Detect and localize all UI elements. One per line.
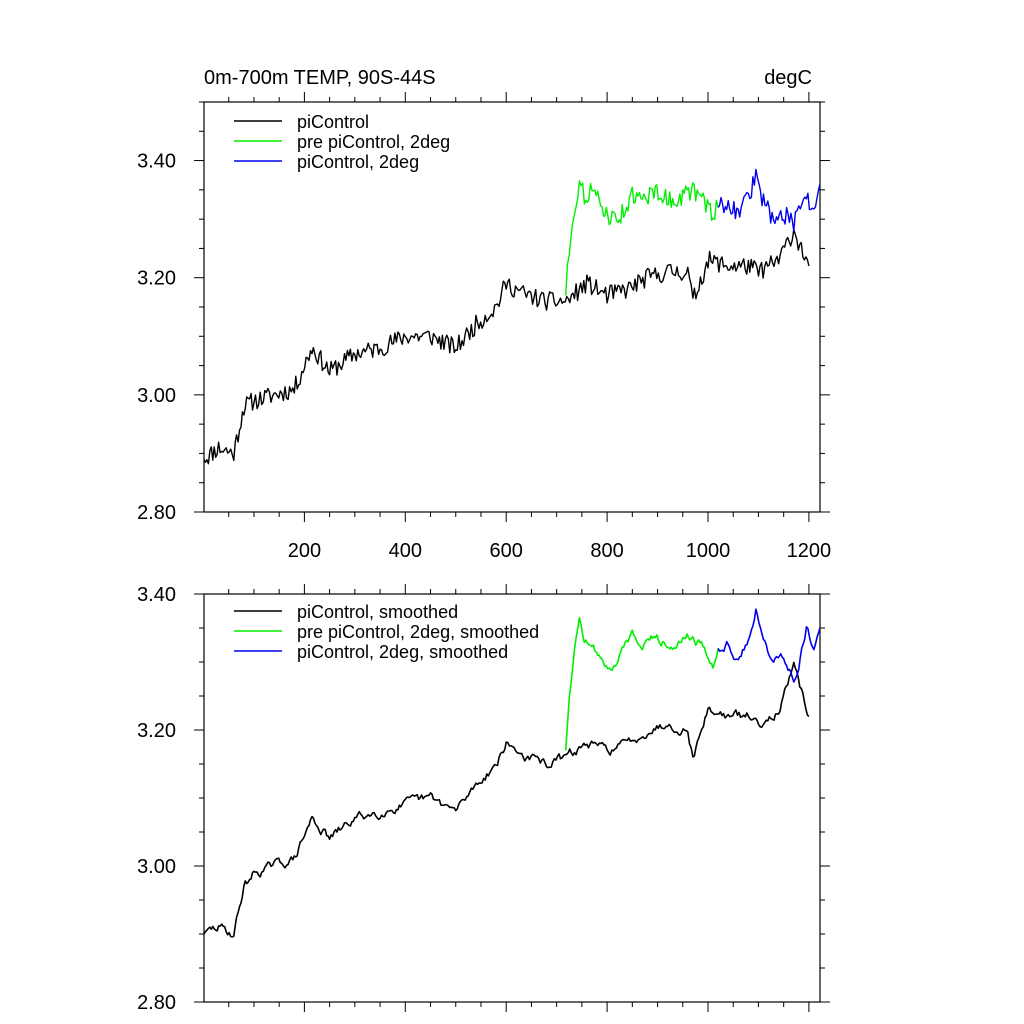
x-tick-label: 400 <box>389 540 422 562</box>
y-tick-label: 3.40 <box>137 584 176 606</box>
y-tick-label: 3.00 <box>137 385 176 407</box>
x-tick-label: 1000 <box>686 540 731 562</box>
series-line-picontrol-smoothed <box>204 661 810 938</box>
legend-label: piControl, 2deg <box>297 152 419 172</box>
y-tick-label: 3.20 <box>137 268 176 290</box>
y-tick-label: 2.80 <box>137 992 176 1014</box>
legend-label: piControl <box>297 112 369 132</box>
legend-label: piControl, 2deg, smoothed <box>297 642 508 662</box>
series-line-pre-picontrol-2deg-smoothed <box>564 616 719 751</box>
y-tick-label: 3.40 <box>137 151 176 173</box>
series-line-picontrol-2deg-smoothed <box>717 608 820 683</box>
legend-label: piControl, smoothed <box>297 602 458 622</box>
x-tick-label: 600 <box>490 540 523 562</box>
chart-title: 0m-700m TEMP, 90S-44S <box>204 67 436 89</box>
y-tick-label: 3.00 <box>137 856 176 878</box>
legend-label: pre piControl, 2deg <box>297 132 450 152</box>
top-panel: 200 400 600 800 1000 1200 2.80 3.00 3.20 3.40 0m-7… <box>137 67 831 562</box>
x-tick-label: 200 <box>288 540 321 562</box>
y-tick-label: 2.80 <box>137 502 176 524</box>
series-line-pre-picontrol-2deg <box>565 180 719 296</box>
y-tick-label: 3.20 <box>137 720 176 742</box>
x-tick-label: 800 <box>590 540 623 562</box>
units-label: degC <box>764 67 812 89</box>
series-line-picontrol <box>204 228 810 465</box>
x-tick-label: 1200 <box>787 540 832 562</box>
legend-label: pre piControl, 2deg, smoothed <box>297 622 539 642</box>
series-line-picontrol-2deg <box>717 168 820 232</box>
